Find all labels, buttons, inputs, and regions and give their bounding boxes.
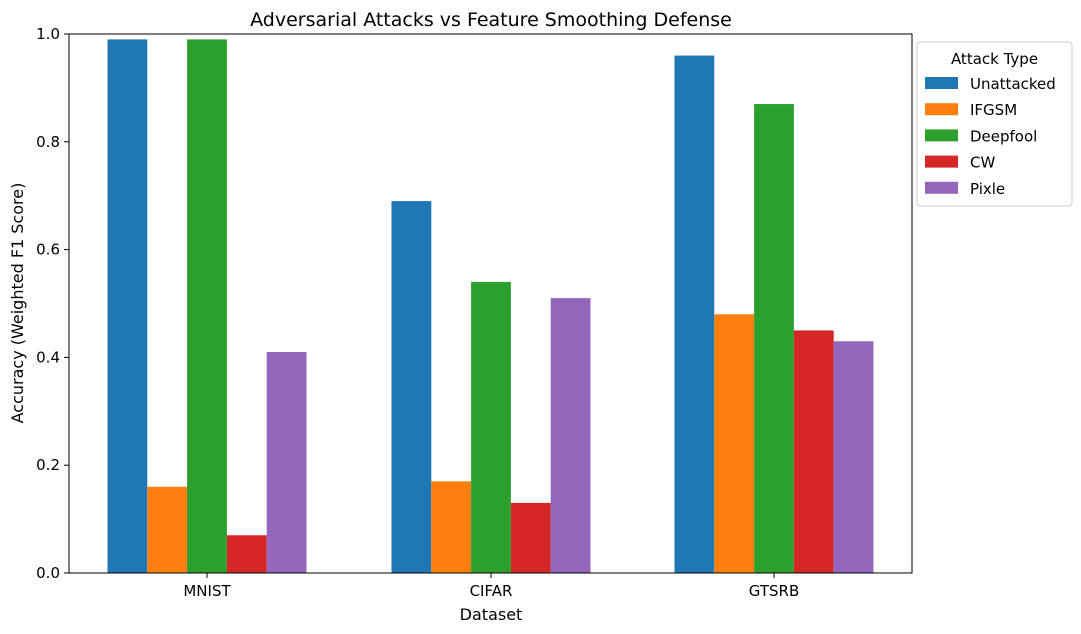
legend-swatch-pixle (925, 181, 958, 194)
x-tick-label: GTSRB (749, 582, 800, 600)
legend-swatch-cw (925, 155, 958, 168)
legend-label-deepfool: Deepfool (970, 127, 1037, 145)
bar-deepfool-cifar (471, 281, 511, 573)
legend: Attack Type Unattacked IFGSM Deepfool CW Pixl… (916, 41, 1073, 207)
bar-cw-cifar (510, 502, 551, 573)
bar-pixle-cifar (550, 298, 591, 573)
bar-unattacked-cifar (391, 201, 432, 573)
y-axis-label: Accuracy (Weighted F1 Score) (8, 183, 27, 424)
bar-deepfool-gtsrb (754, 104, 794, 573)
legend-label-pixle: Pixle (970, 180, 1005, 198)
x-tick-label: CIFAR (470, 582, 513, 600)
y-tick-label: 0.0 (36, 564, 60, 582)
x-tick-label: MNIST (183, 582, 231, 600)
bar-ifgsm-cifar (431, 481, 472, 573)
y-tick-label: 0.8 (36, 133, 60, 151)
chart-title: Adversarial Attacks vs Feature Smoothing… (250, 9, 732, 31)
legend-label-unattacked: Unattacked (970, 75, 1056, 93)
bar-pixle-gtsrb (833, 341, 874, 573)
bar-deepfool-mnist (187, 39, 227, 573)
bar-cw-gtsrb (793, 330, 834, 573)
legend-title: Attack Type (951, 50, 1038, 68)
y-tick-label: 0.4 (36, 348, 60, 366)
bar-unattacked-mnist (107, 39, 148, 573)
bar-pixle-mnist (266, 352, 307, 573)
y-tick-label: 0.6 (36, 241, 60, 259)
legend-label-ifgsm: IFGSM (970, 101, 1017, 119)
legend-label-cw: CW (970, 154, 995, 172)
bar-unattacked-gtsrb (674, 55, 715, 574)
bar-cw-mnist (226, 535, 267, 573)
bar-ifgsm-mnist (147, 486, 188, 573)
legend-swatch-ifgsm (925, 103, 958, 116)
y-tick-label: 0.2 (36, 456, 60, 474)
plot-area: 0.0 0.2 0.4 0.6 0.8 1.0 MNIST CIFAR GTSRB (36, 25, 913, 600)
legend-swatch-deepfool (925, 129, 958, 142)
bar-ifgsm-gtsrb (714, 314, 755, 573)
x-axis-label: Dataset (460, 605, 523, 624)
y-tick-label: 1.0 (36, 25, 60, 43)
legend-swatch-unattacked (925, 77, 958, 89)
